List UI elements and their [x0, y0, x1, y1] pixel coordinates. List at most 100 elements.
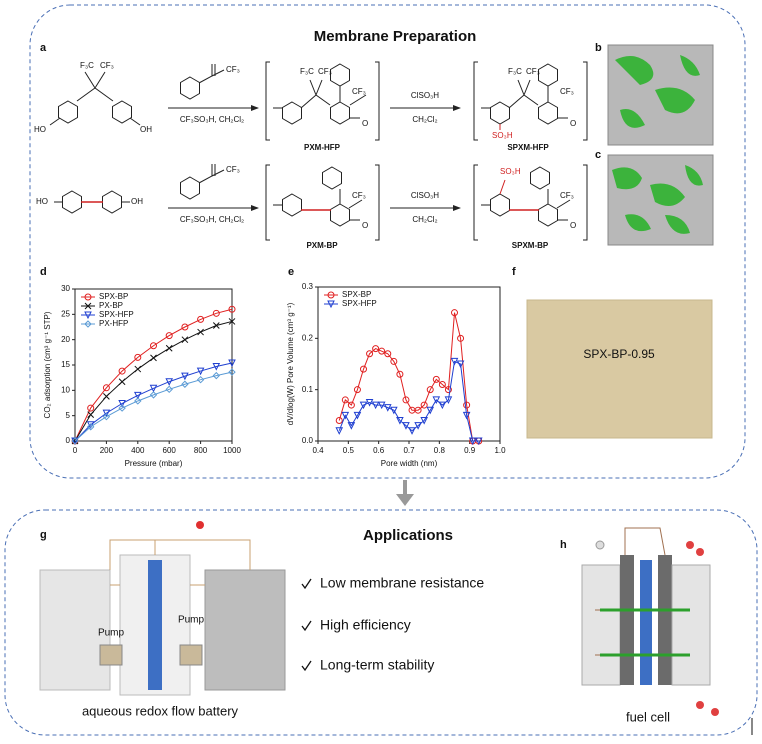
x-axis-label: Pressure (mbar)	[125, 459, 183, 468]
data-point	[341, 411, 350, 420]
y-tick-label: 15	[61, 360, 70, 369]
data-point	[371, 401, 380, 410]
data-point	[451, 309, 458, 317]
prep-frame	[29, 4, 746, 479]
data-point	[432, 396, 441, 405]
data-point	[462, 411, 471, 420]
legend-label: PX-HFP	[99, 319, 128, 328]
data-point	[102, 409, 111, 418]
data-point	[87, 411, 95, 419]
atom-label: O	[570, 119, 576, 128]
atom-label: O	[570, 221, 576, 230]
data-point	[181, 372, 189, 381]
product-label: SPXM-HFP	[507, 143, 549, 152]
atom-label: HO	[34, 125, 46, 134]
y-tick-label: 0.0	[302, 436, 314, 445]
data-point	[456, 360, 465, 369]
legend-label: SPX-BP	[342, 290, 371, 299]
data-point	[372, 345, 380, 353]
data-point	[103, 393, 110, 400]
product-label: PXM-BP	[306, 241, 338, 250]
data-point	[228, 318, 236, 325]
x-tick-label: 0.9	[464, 446, 476, 455]
data-point	[420, 416, 428, 425]
data-point	[420, 401, 428, 409]
product-label: SPXM-BP	[512, 241, 549, 250]
data-point	[402, 422, 410, 430]
panel-label: b	[595, 42, 602, 54]
atom-label: F₃C	[508, 67, 522, 76]
data-point	[212, 363, 221, 371]
atom-label: OH	[140, 125, 152, 134]
panel-label: f	[512, 266, 516, 278]
reagent: CF₃SO₃H, CH₂Cl₂	[180, 215, 244, 224]
panel-label: e	[288, 266, 294, 278]
data-point	[165, 332, 173, 340]
data-point	[212, 322, 220, 329]
data-point	[365, 399, 374, 407]
atom-label: F₃C	[80, 61, 94, 70]
atom-label: F₃C	[300, 67, 314, 76]
data-point	[396, 370, 404, 378]
y-tick-label: 5	[66, 411, 71, 420]
data-point	[414, 406, 422, 414]
y-tick-label: 0.3	[302, 282, 314, 291]
atom-label: CF₃	[352, 87, 366, 96]
data-point	[87, 404, 95, 412]
data-point	[197, 328, 204, 336]
data-point	[150, 354, 157, 362]
data-point	[432, 375, 440, 383]
scheme-row-1: F₃C CF₃ HO OH CF₃ CF₃SO₃H, CH₂Cl₂ F₃C CF…	[34, 61, 588, 152]
data-point	[196, 367, 205, 376]
data-point	[408, 427, 416, 435]
atom-label: O	[362, 119, 368, 128]
prep-title: Membrane Preparation	[314, 28, 477, 45]
legend-label: SPX-HFP	[342, 299, 377, 308]
data-point	[474, 437, 483, 446]
data-point	[384, 350, 392, 358]
pump-label: Pump	[178, 615, 205, 626]
legend-marker	[327, 291, 335, 299]
data-point	[212, 371, 221, 380]
atom-label: O	[362, 221, 368, 230]
data-point	[196, 375, 205, 384]
data-point	[347, 401, 355, 409]
app-item: High efficiency	[320, 617, 411, 633]
data-point	[335, 416, 343, 424]
data-point	[181, 336, 189, 344]
panel-label: c	[595, 149, 601, 161]
panel-label: h	[560, 539, 567, 551]
legend-label: SPX-BP	[99, 292, 128, 301]
y-tick-label: 10	[61, 385, 70, 394]
data-point	[457, 334, 465, 342]
data-point	[396, 416, 404, 425]
legend-marker	[84, 311, 92, 320]
data-point	[360, 365, 367, 373]
atom-label: CF₃	[526, 67, 540, 76]
data-point	[414, 422, 422, 430]
data-point	[165, 378, 174, 386]
device-label: aqueous redox flow battery	[82, 703, 239, 718]
data-point	[390, 357, 398, 365]
data-point	[366, 350, 374, 358]
x-tick-label: 600	[163, 446, 177, 455]
data-point	[377, 401, 386, 410]
legend-marker	[84, 293, 92, 301]
data-point	[353, 411, 362, 420]
y-tick-label: 20	[61, 335, 70, 344]
atom-label: CF₃	[352, 191, 366, 200]
data-point	[102, 384, 110, 392]
data-point	[181, 323, 189, 331]
data-point	[165, 344, 173, 352]
legend-marker	[84, 302, 92, 310]
data-point	[347, 422, 356, 430]
data-point	[181, 380, 189, 388]
data-point	[118, 404, 126, 412]
atom-label: SO₃H	[492, 131, 513, 140]
pump-label: Pump	[98, 628, 125, 639]
atom-label: CF₃	[226, 165, 240, 174]
reagent: CH₂Cl₂	[412, 215, 437, 224]
pore-model-b	[607, 44, 714, 146]
data-point	[133, 391, 142, 400]
data-point	[134, 397, 142, 405]
